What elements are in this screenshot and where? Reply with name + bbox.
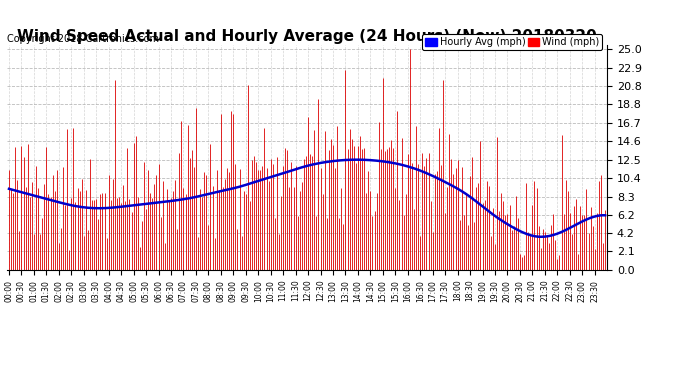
Text: Copyright 2018 Cartronics.com: Copyright 2018 Cartronics.com [7,34,159,44]
Legend: Hourly Avg (mph), Wind (mph): Hourly Avg (mph), Wind (mph) [422,34,602,50]
Title: Wind Speed Actual and Hourly Average (24 Hours) (New) 20180320: Wind Speed Actual and Hourly Average (24… [17,29,597,44]
